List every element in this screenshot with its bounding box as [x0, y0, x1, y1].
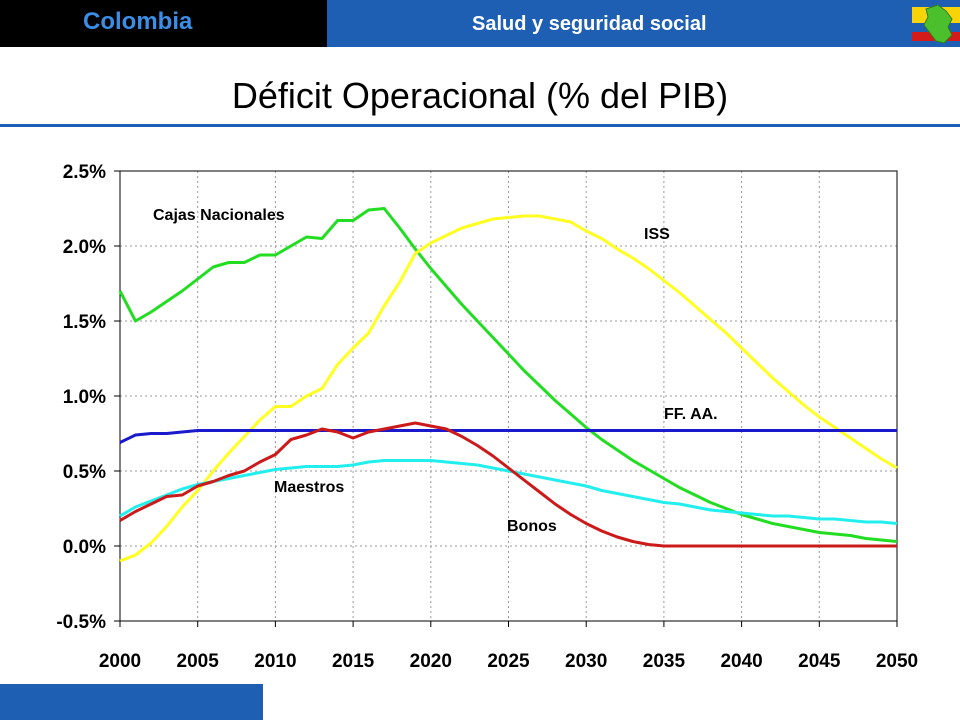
x-tick-label: 2025 [487, 651, 530, 672]
gridlines [120, 171, 897, 621]
x-tick-label: 2035 [643, 651, 686, 672]
series-label-bonos: Bonos [507, 518, 557, 535]
x-tick-label: 2020 [410, 651, 452, 672]
x-tick-label: 2010 [254, 651, 296, 672]
x-tick-label: 2015 [332, 651, 375, 672]
series-labels: Cajas Nacionales ISS FF. AA. Maestros Bo… [153, 207, 718, 535]
x-tick-label: 2005 [177, 651, 220, 672]
y-tick-label: -0.5% [56, 612, 106, 633]
series-label-cajas-nacionales: Cajas Nacionales [153, 207, 285, 224]
header-bar-left [0, 0, 327, 47]
page-title: Déficit Operacional (% del PIB) [231, 75, 729, 116]
y-tick-label: 1.5% [63, 312, 106, 333]
x-tick-label: 2050 [876, 651, 918, 672]
footer-bar [0, 684, 263, 720]
header-bar-right [327, 0, 960, 47]
axes: 2000 2005 2010 2015 2020 2025 2030 2035 2040 2045… [56, 162, 918, 672]
series-label-maestros: Maestros [274, 479, 344, 496]
series-label-ff-aa: FF. AA. [664, 406, 718, 423]
y-tick-label: 0.0% [63, 537, 106, 558]
title-divider [0, 124, 960, 127]
x-tick-label: 2000 [99, 651, 141, 672]
series-line-maestros [119, 459, 898, 525]
section-title: Salud y seguridad social [472, 13, 707, 35]
series-line-cajas-nacionales [118, 207, 898, 543]
country-label: Colombia [83, 8, 193, 35]
x-tick-label: 2040 [720, 651, 762, 672]
series-line-ff-aa [119, 429, 897, 444]
x-tick-label: 2045 [798, 651, 841, 672]
y-tick-label: 2.5% [63, 162, 106, 183]
y-tick-label: 2.0% [63, 237, 106, 258]
series-label-iss: ISS [644, 226, 670, 243]
colombia-map-flag-icon [912, 4, 960, 44]
y-tick-label: 0.5% [63, 462, 106, 483]
y-tick-label: 1.0% [63, 387, 106, 408]
x-tick-label: 2030 [565, 651, 607, 672]
series-lines [118, 207, 898, 563]
series-line-bonos [119, 421, 897, 548]
